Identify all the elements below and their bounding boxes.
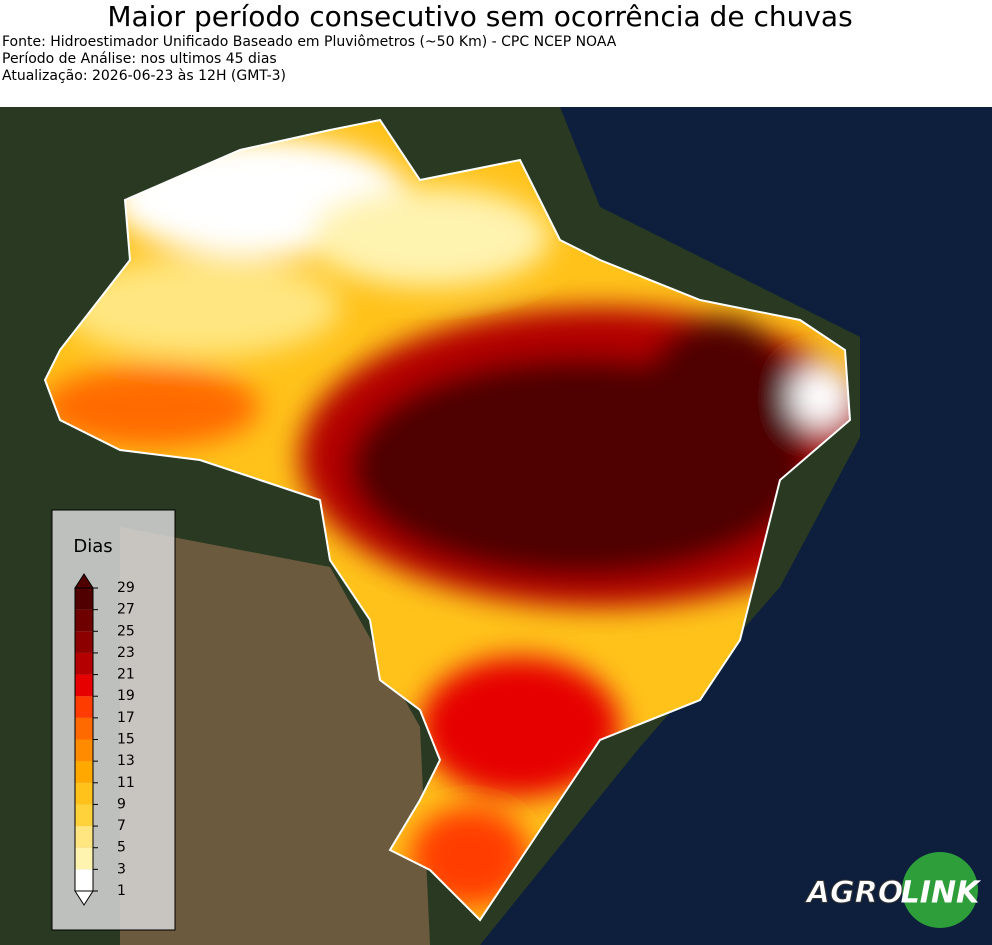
colorbar-tick-label: 25 (117, 623, 135, 639)
colorbar-tick-label: 21 (117, 667, 135, 683)
logo-left: AGRO (805, 876, 903, 911)
colorbar-tick-label: 7 (117, 818, 126, 834)
colorbar-segment (75, 674, 93, 697)
colorbar-tick-label: 13 (117, 753, 135, 769)
source-line: Fonte: Hidroestimador Unificado Baseado … (2, 34, 617, 50)
colorbar-segment (75, 869, 93, 891)
legend-box (51, 509, 176, 931)
colorbar-tick-label: 5 (117, 840, 126, 856)
update-line: Atualização: 2026-06-23 às 12H (GMT-3) (2, 68, 286, 84)
colorbar-tick-label: 11 (117, 775, 135, 791)
colorbar-segment (75, 717, 93, 740)
colorbar-segment (75, 631, 93, 653)
title: Maior período consecutivo sem ocorrência… (107, 0, 853, 33)
colorbar-segment (75, 804, 93, 827)
period-line: Período de Análise: nos ultimos 45 dias (2, 51, 277, 67)
legend-title: Dias (73, 536, 112, 557)
brazil-border (43, 118, 852, 922)
andes-south (120, 527, 430, 945)
colorbar-segment (75, 588, 93, 610)
logo-right: LINK (901, 876, 982, 911)
colorbar-segment (75, 652, 93, 675)
colorbar-tick-label: 9 (117, 796, 126, 812)
colorbar-segment (75, 826, 93, 848)
logo-circle (902, 852, 978, 928)
colorbar-segment (75, 847, 93, 870)
colorbar-tick-label: 3 (117, 861, 126, 877)
colorbar-tick-label: 17 (117, 710, 135, 726)
colorbar-segment (75, 761, 93, 783)
colorbar-tick-label: 29 (117, 580, 135, 596)
header: Maior período consecutivo sem ocorrência… (0, 0, 992, 107)
colorbar-segment (75, 739, 93, 762)
colorbar-tick-label: 27 (117, 602, 135, 618)
colorbar-segment (75, 782, 93, 805)
colorbar-segment (75, 609, 93, 632)
colorbar-segment (75, 696, 93, 718)
colorbar-tick-label: 1 (117, 883, 126, 899)
colorbar-tick-label: 15 (117, 732, 135, 748)
colorbar-tick-label: 23 (117, 645, 135, 661)
colorbar-tick-label: 19 (117, 688, 135, 704)
